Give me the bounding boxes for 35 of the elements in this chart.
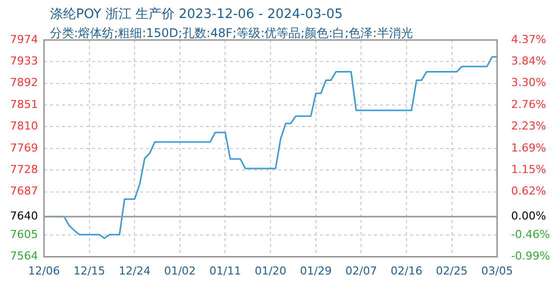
y-tick-label: 7933 (10, 54, 38, 68)
x-tick-label: 12/24 (118, 264, 150, 278)
chart-subtitle: 分类:熔体纺;粗细:150D;孔数:48F;等级:优等品;颜色:白;色泽:半消光 (50, 25, 413, 42)
y-tick-label: 7564 (10, 250, 38, 263)
x-tick-label: 01/11 (209, 264, 242, 278)
y2-tick-label: 1.15% (511, 163, 546, 176)
x-tick-label: 02/25 (436, 264, 468, 278)
x-tick-label: 01/02 (164, 264, 196, 278)
y-tick-label: 7769 (10, 141, 38, 154)
y2-tick-label: 2.76% (511, 98, 546, 111)
y-tick-label: 7687 (10, 184, 38, 198)
x-tick-label: 03/05 (481, 264, 513, 278)
x-tick-label: 02/07 (345, 264, 378, 278)
y2-tick-label: 0.00% (511, 210, 546, 223)
y-tick-label: 7810 (10, 120, 38, 133)
y2-tick-label: -0.99% (511, 250, 550, 263)
y-tick-label: 7640 (10, 209, 38, 222)
y2-tick-label: 1.69% (511, 141, 546, 154)
y-tick-label: 7974 (10, 32, 38, 46)
y-tick-label: 7892 (10, 76, 38, 90)
chart-title: 涤纶POY 浙江 生产价 2023-12-06 - 2024-03-05 (50, 6, 343, 23)
y2-tick-label: -0.46% (511, 228, 550, 242)
y2-tick-label: 0.62% (511, 184, 546, 198)
x-tick-label: 01/20 (254, 264, 286, 278)
y-tick-label: 7728 (10, 162, 38, 176)
y2-tick-label: 3.84% (511, 54, 546, 68)
x-tick-label: 12/15 (73, 264, 106, 278)
x-tick-label: 12/06 (28, 264, 60, 278)
x-tick-label: 01/29 (300, 264, 332, 278)
y2-tick-label: 2.23% (511, 119, 546, 132)
x-tick-label: 02/16 (390, 264, 422, 278)
y-tick-label: 7605 (10, 228, 38, 241)
y2-tick-label: 4.37% (511, 32, 546, 46)
y-tick-label: 7851 (10, 98, 38, 111)
y2-tick-label: 3.30% (511, 76, 546, 90)
